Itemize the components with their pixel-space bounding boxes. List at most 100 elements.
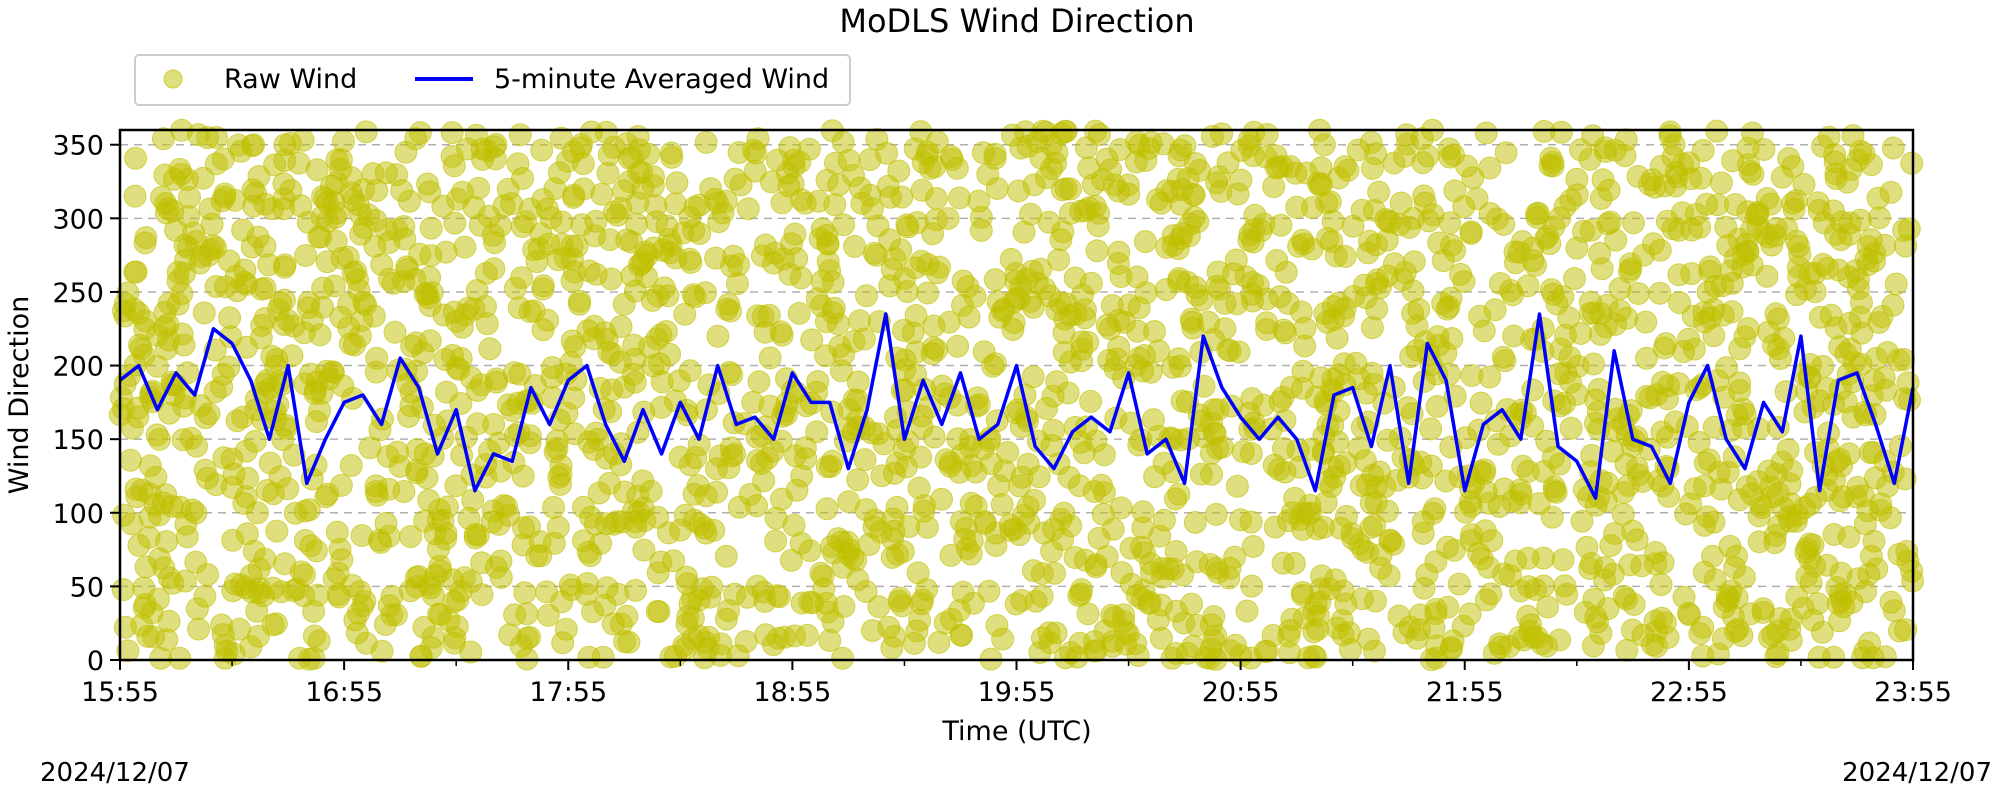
raw-wind-point xyxy=(210,189,234,213)
raw-wind-point xyxy=(324,229,348,253)
raw-wind-point xyxy=(518,424,542,448)
raw-wind-point xyxy=(1033,277,1057,301)
raw-wind-point xyxy=(1008,523,1031,547)
raw-wind-point xyxy=(1613,144,1637,168)
raw-wind-point xyxy=(246,225,270,249)
raw-wind-point xyxy=(405,461,429,485)
raw-wind-point xyxy=(823,193,847,217)
raw-wind-point xyxy=(247,557,271,581)
raw-wind-point xyxy=(1650,606,1674,630)
raw-wind-point xyxy=(1679,492,1703,516)
raw-wind-point xyxy=(1267,458,1291,481)
raw-wind-point xyxy=(783,222,807,246)
raw-wind-point xyxy=(1241,144,1265,168)
raw-wind-point xyxy=(798,539,822,563)
raw-wind-point xyxy=(543,440,567,464)
raw-wind-point xyxy=(185,597,209,621)
raw-wind-point xyxy=(1828,335,1852,359)
raw-wind-point xyxy=(816,600,840,624)
raw-wind-point xyxy=(1579,218,1603,242)
raw-wind-point xyxy=(861,197,884,221)
raw-wind-point xyxy=(1290,581,1314,604)
raw-wind-point xyxy=(518,515,541,539)
raw-wind-point xyxy=(1589,187,1613,210)
raw-wind-point xyxy=(754,623,778,647)
raw-wind-point xyxy=(1321,456,1344,480)
raw-wind-point xyxy=(1687,430,1711,454)
raw-wind-point xyxy=(916,140,940,164)
raw-wind-point xyxy=(282,314,306,338)
raw-wind-point xyxy=(161,571,185,595)
raw-wind-point xyxy=(1205,274,1229,298)
raw-wind-point xyxy=(964,494,988,518)
raw-wind-point xyxy=(1040,539,1064,563)
raw-wind-point xyxy=(151,127,175,151)
raw-wind-point xyxy=(358,436,382,460)
raw-wind-point xyxy=(855,284,878,308)
raw-wind-point xyxy=(330,548,354,572)
raw-wind-point xyxy=(1648,238,1672,262)
y-tick-label: 250 xyxy=(52,278,104,309)
raw-wind-point xyxy=(1721,149,1745,173)
raw-wind-point xyxy=(171,428,195,452)
raw-wind-point xyxy=(1333,296,1357,320)
raw-wind-point xyxy=(1693,474,1716,498)
raw-wind-point xyxy=(1545,292,1569,316)
raw-wind-point xyxy=(470,551,494,575)
raw-wind-point xyxy=(846,468,870,492)
raw-wind-point xyxy=(1817,125,1841,149)
raw-wind-point xyxy=(758,346,782,370)
raw-wind-point xyxy=(1774,380,1798,404)
raw-wind-point xyxy=(525,544,549,568)
raw-wind-point xyxy=(853,448,877,472)
raw-wind-point xyxy=(1563,267,1586,290)
raw-wind-point xyxy=(1778,617,1802,641)
plot-area xyxy=(108,118,1925,672)
raw-wind-point xyxy=(1225,474,1249,498)
raw-wind-point xyxy=(1848,305,1872,329)
raw-wind-point xyxy=(383,320,407,344)
raw-wind-point xyxy=(910,178,934,202)
raw-wind-point xyxy=(1884,272,1908,296)
raw-wind-point xyxy=(641,354,665,378)
raw-wind-point xyxy=(245,599,269,623)
raw-wind-point xyxy=(910,249,933,273)
raw-wind-point xyxy=(381,271,405,295)
raw-wind-point xyxy=(1197,310,1220,334)
raw-wind-point xyxy=(778,262,802,286)
raw-wind-point xyxy=(530,138,554,162)
raw-wind-point xyxy=(747,370,771,394)
raw-wind-point xyxy=(354,120,378,144)
raw-wind-point xyxy=(124,260,148,284)
raw-wind-point xyxy=(1684,202,1708,226)
raw-wind-point xyxy=(1622,211,1645,235)
raw-wind-point xyxy=(540,365,564,389)
raw-wind-point xyxy=(939,543,963,567)
raw-wind-point xyxy=(222,462,246,486)
raw-wind-point xyxy=(1424,646,1448,670)
raw-wind-point xyxy=(294,244,318,267)
raw-wind-point xyxy=(1393,261,1417,285)
raw-wind-point xyxy=(1185,613,1209,637)
raw-wind-point xyxy=(852,327,876,351)
raw-wind-point xyxy=(1085,239,1109,263)
raw-wind-point xyxy=(1584,605,1608,629)
raw-wind-point xyxy=(327,585,351,609)
raw-wind-point xyxy=(1323,568,1347,592)
raw-wind-point xyxy=(1101,517,1125,541)
raw-wind-point xyxy=(1106,252,1130,275)
raw-wind-point xyxy=(699,177,723,201)
raw-wind-point xyxy=(1485,207,1509,231)
raw-wind-point xyxy=(163,167,186,191)
x-tick-label: 17:55 xyxy=(529,677,607,708)
raw-wind-point xyxy=(1063,546,1087,569)
raw-wind-point xyxy=(1458,602,1482,626)
raw-wind-point xyxy=(1133,230,1157,254)
raw-wind-point xyxy=(329,305,353,329)
raw-wind-point xyxy=(445,615,469,638)
raw-wind-point xyxy=(506,152,530,176)
raw-wind-point xyxy=(1478,365,1502,389)
raw-wind-point xyxy=(416,172,440,196)
raw-wind-point xyxy=(341,261,365,285)
